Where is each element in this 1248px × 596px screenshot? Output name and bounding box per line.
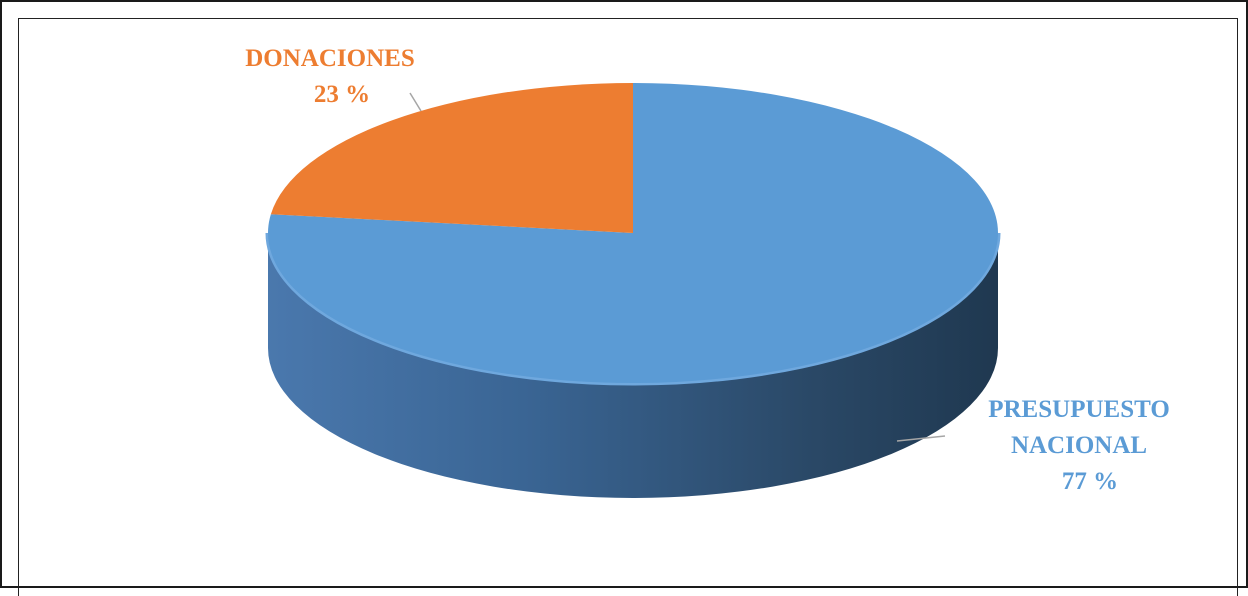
presupuesto-label-line2: NACIONAL — [1011, 432, 1147, 459]
pie-slice-donaciones — [270, 83, 633, 233]
donaciones-leader-line — [409, 92, 422, 112]
donaciones-label: DONACIONES — [245, 45, 414, 72]
donaciones-value: 23 % — [314, 81, 370, 108]
presupuesto-value: 77 % — [1062, 468, 1118, 495]
pie-side-wall — [268, 233, 998, 498]
presupuesto-label-line1: PRESUPUESTO — [988, 396, 1170, 423]
presupuesto-leader-line — [896, 435, 946, 442]
